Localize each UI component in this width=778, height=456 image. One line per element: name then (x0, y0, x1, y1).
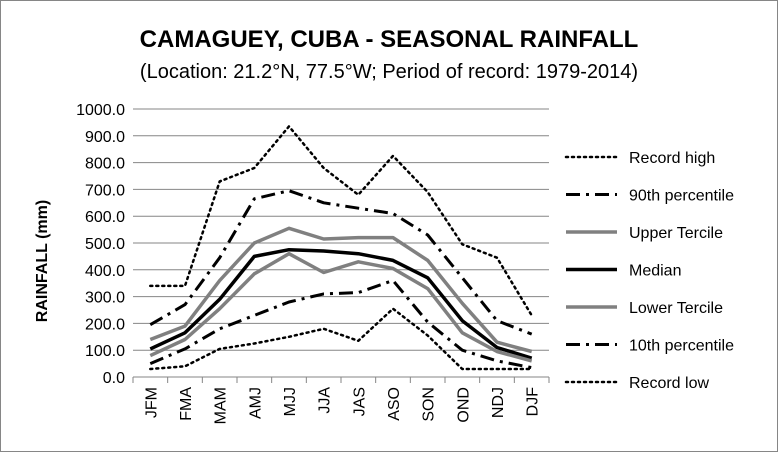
y-tick-label: 700.0 (85, 182, 125, 199)
gridlines (133, 108, 549, 351)
legend: Record high 90th percentile Upper Tercile M… (564, 150, 734, 392)
x-tick-labels: JFM FMA MAM AMJ MJJ JJA JAS ASO SON OND NDJ DJF (143, 387, 541, 425)
y-tick-label: 400.0 (85, 263, 125, 280)
y-tick-label: 100.0 (85, 343, 125, 360)
series-line-10th-percentile (149, 279, 532, 370)
y-tick-label: 900.0 (85, 129, 125, 146)
series-line-record-high (149, 125, 533, 317)
x-tick-label: NDJ (490, 387, 507, 418)
x-tick-label: MAM (213, 387, 230, 424)
y-tick-label: 200.0 (85, 316, 125, 333)
chart-subtitle: (Location: 21.2°N, 77.5°W; Period of rec… (140, 61, 638, 83)
legend-label-record-high: Record high (629, 150, 715, 167)
y-tick-label: 500.0 (85, 236, 125, 253)
x-tick-label: JJA (317, 387, 334, 414)
y-tick-label: 600.0 (85, 209, 125, 226)
legend-label-10th-percentile: 10th percentile (629, 338, 734, 355)
x-tick-label: JAS (351, 387, 368, 416)
series-line-median (149, 247, 533, 360)
legend-label-record-low: Record low (629, 375, 709, 392)
y-tick-label: 0.0 (103, 370, 125, 387)
x-tick-label: OND (455, 387, 472, 423)
x-tick-label: SON (421, 387, 438, 422)
x-tick-label: AMJ (247, 387, 264, 419)
axes (132, 376, 550, 383)
legend-label-90th-percentile: 90th percentile (629, 188, 734, 205)
series-line-lower-tercile (149, 251, 533, 363)
legend-label-upper-tercile: Upper Tercile (629, 225, 723, 242)
x-tick-label: JFM (143, 387, 160, 418)
y-tick-label: 300.0 (85, 290, 125, 307)
x-tick-label: DJF (525, 387, 542, 417)
series-line-90th-percentile (149, 189, 533, 336)
y-tick-label: 800.0 (85, 156, 125, 173)
x-tick-label: ASO (386, 387, 403, 421)
series-line-upper-tercile (149, 226, 533, 354)
y-tick-label: 1000.0 (76, 102, 125, 119)
legend-label-lower-tercile: Lower Tercile (629, 300, 723, 317)
series-line-record-low (149, 307, 533, 371)
legend-label-median: Median (629, 263, 681, 280)
chart-title: CAMAGUEY, CUBA - SEASONAL RAINFALL (140, 26, 639, 53)
x-tick-label: MJJ (282, 387, 299, 416)
y-axis-label: RAINFALL (mm) (34, 200, 51, 322)
y-tick-labels: 1000.0 900.0 800.0 700.0 600.0 500.0 400.0 300.… (76, 102, 125, 387)
series-lines (149, 125, 533, 371)
x-tick-label: FMA (178, 387, 195, 421)
